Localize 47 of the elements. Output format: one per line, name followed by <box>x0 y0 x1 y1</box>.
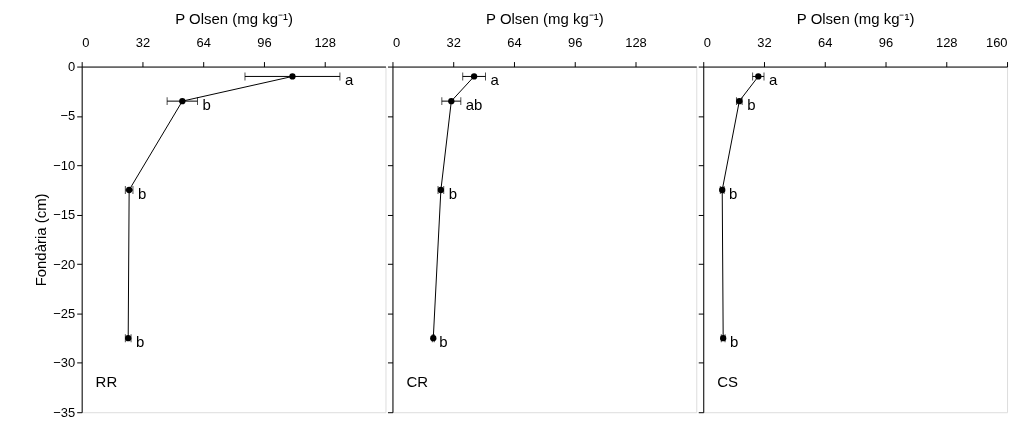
annotation: CR <box>406 373 429 391</box>
annotation: a <box>344 71 354 89</box>
annotation: b <box>730 333 739 351</box>
x-tick-label: 64 <box>507 35 522 51</box>
annotation: CS <box>717 373 738 391</box>
x-tick-label: 160 <box>985 35 1008 51</box>
y-tick-label: −10 <box>53 157 76 173</box>
x-tick-label: 64 <box>818 35 833 51</box>
x-axis-title: P Olsen (mg kg⁻¹) <box>796 10 915 28</box>
annotation: a <box>490 71 500 89</box>
y-tick-label: −15 <box>53 207 76 223</box>
x-tick-label: 128 <box>935 35 958 51</box>
x-tick-label: 32 <box>446 35 461 51</box>
annotation: b <box>729 184 738 202</box>
y-axis-title: Fondària (cm) <box>32 193 50 287</box>
x-tick-label: 96 <box>257 35 272 51</box>
x-tick-label: 0 <box>82 35 90 51</box>
x-tick-label: 96 <box>568 35 583 51</box>
point <box>289 73 296 80</box>
annotation: a <box>768 71 778 89</box>
annotation: ab <box>465 96 483 114</box>
x-tick-label: 0 <box>703 35 711 51</box>
x-tick-label: 128 <box>625 35 647 51</box>
y-tick-label: −25 <box>53 305 76 321</box>
x-axis-title: P Olsen (mg kg⁻¹) <box>486 10 604 28</box>
annotation: b <box>439 333 448 351</box>
x-tick-label: 128 <box>314 35 337 51</box>
y-tick-label: −5 <box>60 108 76 124</box>
x-tick-label: 96 <box>878 35 894 51</box>
y-tick-label: 0 <box>68 59 76 75</box>
x-axis-title: P Olsen (mg kg⁻¹) <box>175 10 293 28</box>
y-tick-label: −30 <box>53 355 76 371</box>
y-tick-label: −20 <box>53 256 76 272</box>
x-tick-label: 32 <box>135 35 151 51</box>
annotation: b <box>448 184 458 202</box>
x-tick-label: 32 <box>757 35 772 51</box>
x-tick-label: 64 <box>196 35 211 51</box>
x-tick-label: 0 <box>392 35 401 51</box>
point <box>179 97 186 105</box>
annotation: RR <box>95 373 118 391</box>
point <box>470 73 478 80</box>
annotation: b <box>137 184 147 202</box>
point <box>448 97 455 105</box>
annotation: b <box>747 96 756 114</box>
annotation: b <box>202 96 211 114</box>
annotation: b <box>136 333 145 351</box>
y-tick-label: −35 <box>53 404 76 420</box>
